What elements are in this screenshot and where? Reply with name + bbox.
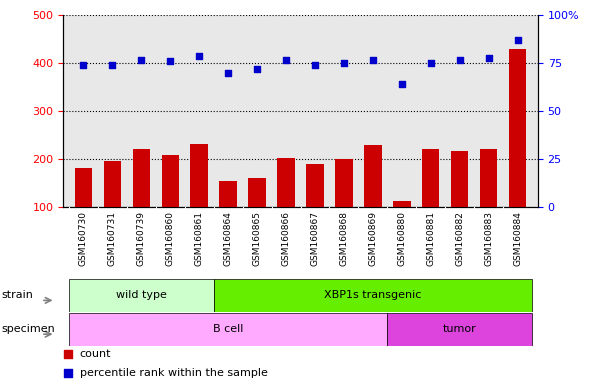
Point <box>339 124 349 130</box>
Text: GSM160860: GSM160860 <box>166 211 175 266</box>
Point <box>426 60 436 66</box>
Point <box>136 56 146 63</box>
Bar <box>191 144 208 255</box>
Bar <box>133 149 150 255</box>
Text: count: count <box>80 349 111 359</box>
Bar <box>162 155 179 255</box>
Point <box>252 66 262 72</box>
Point <box>513 37 522 43</box>
Point <box>79 62 88 68</box>
Text: GSM160739: GSM160739 <box>137 211 146 266</box>
Point <box>224 70 233 76</box>
Bar <box>69 279 213 312</box>
Text: GSM160730: GSM160730 <box>79 211 88 266</box>
Point <box>397 81 407 88</box>
Text: GSM160731: GSM160731 <box>108 211 117 266</box>
Bar <box>219 181 237 255</box>
Bar <box>451 151 468 255</box>
Text: B cell: B cell <box>213 324 243 334</box>
Bar <box>277 158 294 255</box>
Text: percentile rank within the sample: percentile rank within the sample <box>80 368 267 378</box>
Text: GSM160881: GSM160881 <box>426 211 435 266</box>
Point <box>194 53 204 59</box>
Text: GSM160866: GSM160866 <box>281 211 290 266</box>
Bar <box>509 49 526 255</box>
Text: XBP1s transgenic: XBP1s transgenic <box>324 290 421 301</box>
Text: wild type: wild type <box>116 290 166 301</box>
Text: GSM160865: GSM160865 <box>252 211 261 266</box>
Point <box>339 60 349 66</box>
Text: GSM160864: GSM160864 <box>224 211 233 266</box>
Text: strain: strain <box>1 290 33 301</box>
Text: specimen: specimen <box>1 324 55 334</box>
Bar <box>480 149 498 255</box>
Point <box>281 56 291 63</box>
Bar <box>335 159 353 255</box>
Point <box>339 297 349 303</box>
Bar <box>213 279 532 312</box>
Text: GSM160868: GSM160868 <box>340 211 349 266</box>
Bar <box>75 168 92 255</box>
Point <box>484 55 493 61</box>
Point <box>455 56 465 63</box>
Point <box>108 62 117 68</box>
Bar <box>364 146 382 255</box>
Text: GSM160883: GSM160883 <box>484 211 493 266</box>
Text: GSM160882: GSM160882 <box>455 211 464 266</box>
Bar <box>103 161 121 255</box>
Bar <box>69 313 388 346</box>
Bar <box>393 201 410 255</box>
Text: GSM160867: GSM160867 <box>311 211 320 266</box>
Text: GSM160880: GSM160880 <box>397 211 406 266</box>
Text: tumor: tumor <box>443 324 477 334</box>
Bar <box>388 313 532 346</box>
Bar <box>307 164 324 255</box>
Text: GSM160869: GSM160869 <box>368 211 377 266</box>
Point <box>310 62 320 68</box>
Point <box>165 58 175 65</box>
Point <box>368 56 377 63</box>
Text: GSM160861: GSM160861 <box>195 211 204 266</box>
Bar <box>422 149 439 255</box>
Bar <box>248 177 266 255</box>
Text: GSM160884: GSM160884 <box>513 211 522 266</box>
